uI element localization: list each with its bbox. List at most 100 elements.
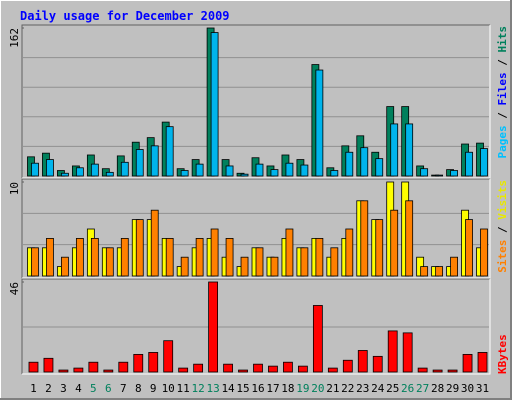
- panel-edge-light: [22, 179, 491, 279]
- bar: [133, 353, 144, 373]
- bar: [315, 69, 324, 177]
- x-tick-label: 11: [177, 382, 190, 395]
- x-tick-label: 6: [105, 382, 112, 395]
- bar: [208, 281, 218, 373]
- bar: [270, 169, 279, 177]
- x-tick-label: 22: [341, 382, 354, 395]
- legend-entry: Files: [496, 72, 509, 105]
- bar: [225, 165, 234, 177]
- bar: [390, 209, 399, 277]
- bar: [88, 361, 99, 373]
- bar: [447, 369, 458, 373]
- bar: [195, 237, 204, 277]
- bar: [285, 162, 294, 177]
- bar: [300, 164, 309, 177]
- bar: [435, 174, 444, 177]
- x-tick-label: 18: [281, 382, 294, 395]
- x-tick-label: 7: [120, 382, 127, 395]
- bar: [465, 151, 473, 177]
- bar: [298, 365, 308, 373]
- x-tick-label: 14: [221, 382, 235, 395]
- x-tick-label: 29: [446, 382, 459, 395]
- bar: [417, 367, 428, 373]
- bar: [268, 365, 278, 373]
- panel-edge-light: [22, 25, 491, 179]
- bar: [120, 237, 129, 277]
- bar: [238, 369, 248, 373]
- bar: [330, 247, 339, 277]
- x-tick-label: 26: [401, 382, 414, 395]
- y-tick-label: 162: [8, 28, 21, 48]
- bar: [225, 237, 234, 277]
- bar: [105, 247, 114, 277]
- bar: [150, 209, 159, 277]
- legend-entry: Visits: [496, 180, 509, 220]
- bar: [315, 237, 324, 277]
- bar: [253, 363, 263, 373]
- panel-edge-dark: [21, 24, 490, 178]
- x-tick-label: 13: [206, 382, 219, 395]
- bar: [330, 170, 339, 177]
- bar: [31, 247, 39, 277]
- panel-edge-light: [22, 279, 491, 375]
- bar: [285, 228, 294, 277]
- bar: [462, 353, 473, 373]
- x-tick-label: 15: [236, 382, 249, 395]
- x-tick-label: 25: [386, 382, 399, 395]
- bar: [283, 361, 293, 373]
- bar: [360, 200, 369, 277]
- x-tick-label: 5: [90, 382, 97, 395]
- bar: [327, 367, 338, 373]
- bar: [105, 171, 114, 177]
- bar: [75, 167, 84, 177]
- bar: [61, 256, 69, 277]
- bar: [120, 161, 129, 177]
- bar: [223, 363, 233, 373]
- bar: [193, 363, 204, 373]
- x-tick-label: 4: [75, 382, 82, 395]
- panel-edge-dark: [21, 278, 490, 374]
- bar: [312, 305, 323, 373]
- x-tick-label: 16: [251, 382, 264, 395]
- legend: Sites / Visits: [496, 180, 509, 273]
- bar: [435, 266, 444, 277]
- bar: [165, 237, 174, 277]
- legend: Pages / Files / Hits: [496, 26, 509, 159]
- y-tick-label: 10: [8, 182, 21, 195]
- x-tick-label: 17: [266, 382, 279, 395]
- bar: [150, 145, 159, 177]
- bar: [480, 228, 488, 277]
- bar: [195, 163, 204, 177]
- bar: [90, 237, 99, 277]
- x-tick-label: 27: [416, 382, 429, 395]
- bar: [477, 352, 488, 373]
- bar: [178, 367, 189, 373]
- legend: KBytes: [496, 334, 509, 374]
- bar: [255, 247, 264, 277]
- bar: [46, 159, 54, 177]
- chart-title: Daily usage for December 2009: [20, 9, 230, 23]
- bar: [357, 350, 368, 373]
- bar: [375, 158, 384, 177]
- bar: [180, 170, 189, 177]
- bar: [390, 123, 399, 177]
- bar: [450, 170, 458, 177]
- x-tick-label: 24: [371, 382, 385, 395]
- bar: [345, 151, 354, 177]
- bar: [405, 200, 414, 277]
- bar: [73, 367, 84, 373]
- bar: [450, 256, 458, 277]
- legend-separator: /: [496, 220, 509, 240]
- x-tick-label: 30: [461, 382, 474, 395]
- bar: [31, 162, 39, 177]
- bar: [255, 163, 264, 177]
- bar: [163, 340, 174, 373]
- legend-entry: KBytes: [496, 334, 509, 374]
- bar: [420, 266, 429, 277]
- bar: [148, 352, 159, 373]
- x-tick-label: 9: [150, 382, 157, 395]
- bar: [90, 163, 99, 177]
- x-tick-label: 31: [476, 382, 489, 395]
- bar: [420, 168, 429, 177]
